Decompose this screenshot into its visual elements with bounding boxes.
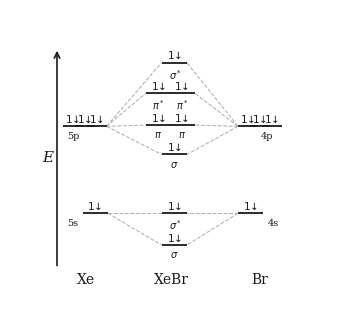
- Text: $1\!\downarrow$: $1\!\downarrow$: [167, 50, 182, 61]
- Text: 5p: 5p: [68, 132, 80, 141]
- Text: $\pi^*$: $\pi^*$: [152, 99, 165, 113]
- Text: $1\!\downarrow$: $1\!\downarrow$: [151, 113, 166, 124]
- Text: E: E: [42, 151, 53, 165]
- Text: 5s: 5s: [67, 219, 78, 228]
- Text: $1\!\downarrow$: $1\!\downarrow$: [174, 113, 190, 124]
- Text: $\pi^*$: $\pi^*$: [176, 99, 189, 113]
- Text: $\sigma^*$: $\sigma^*$: [169, 218, 182, 232]
- Text: $1\!\downarrow$: $1\!\downarrow$: [167, 232, 182, 244]
- Text: XeBr: XeBr: [154, 273, 189, 287]
- Text: $\sigma^*$: $\sigma^*$: [169, 68, 182, 82]
- Text: $1\!\downarrow$: $1\!\downarrow$: [65, 114, 81, 125]
- Text: $1\!\downarrow$: $1\!\downarrow$: [243, 201, 258, 212]
- Text: $\sigma$: $\sigma$: [170, 251, 178, 260]
- Text: $1\!\downarrow$: $1\!\downarrow$: [167, 142, 182, 153]
- Text: $1\!\downarrow$: $1\!\downarrow$: [87, 201, 103, 212]
- Text: $1\!\downarrow$: $1\!\downarrow$: [240, 114, 256, 125]
- Text: $1\!\downarrow$: $1\!\downarrow$: [77, 114, 92, 125]
- Text: $\pi$: $\pi$: [154, 130, 163, 141]
- Text: $1\!\downarrow$: $1\!\downarrow$: [167, 201, 182, 212]
- Text: $1\!\downarrow$: $1\!\downarrow$: [89, 114, 104, 125]
- Text: $1\!\downarrow$: $1\!\downarrow$: [264, 114, 279, 125]
- Text: $1\!\downarrow$: $1\!\downarrow$: [174, 81, 190, 92]
- Text: $\sigma$: $\sigma$: [170, 160, 178, 170]
- Text: $1\!\downarrow$: $1\!\downarrow$: [151, 81, 166, 92]
- Text: $\pi$: $\pi$: [178, 130, 186, 141]
- Text: Br: Br: [252, 273, 268, 287]
- Text: Xe: Xe: [77, 273, 95, 287]
- Text: $1\!\downarrow$: $1\!\downarrow$: [252, 114, 268, 125]
- Text: 4s: 4s: [268, 219, 279, 228]
- Text: 4p: 4p: [260, 132, 273, 141]
